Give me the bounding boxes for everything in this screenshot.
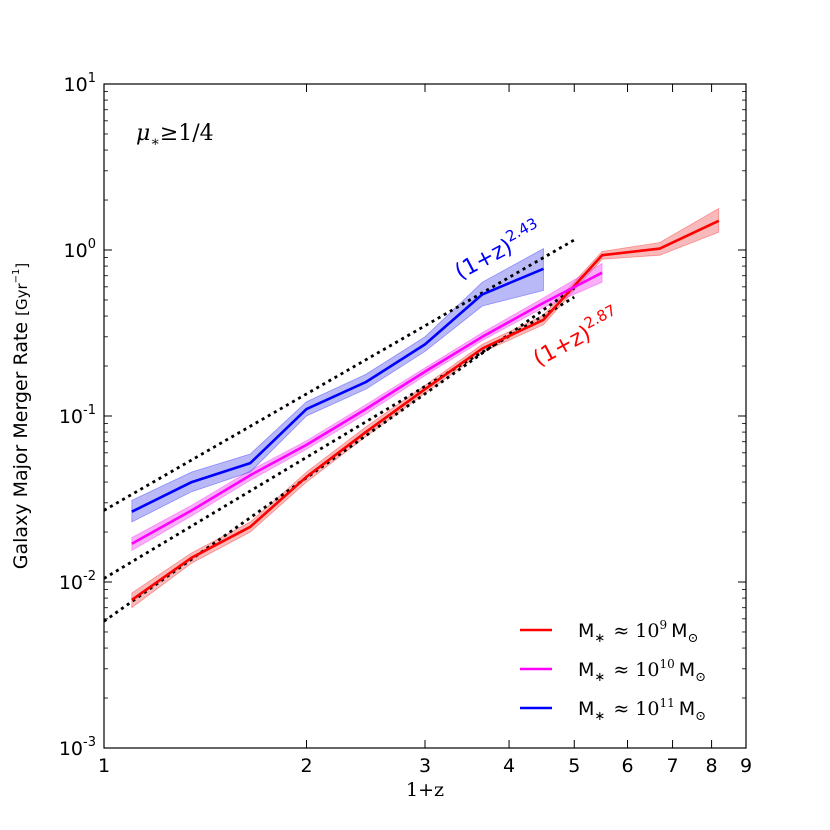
legend-label-sun: ⊙: [688, 631, 699, 646]
legend-label-sub: ∗: [594, 709, 605, 724]
series-2-line: [131, 271, 603, 545]
legend-label: M∗ ≈ 1010 M⊙: [578, 657, 706, 685]
fit-lines: [103, 238, 576, 623]
fit-2: [103, 295, 575, 580]
legend-label-sub: ∗: [594, 631, 605, 646]
y-tick-label: 10-1: [59, 403, 96, 428]
legend-label: M∗ ≈ 109 M⊙: [578, 618, 698, 646]
x-tick-label: 6: [621, 755, 633, 777]
fit-3: [103, 286, 576, 623]
x-tick-label: 7: [667, 755, 679, 777]
legend-label-msun: M: [671, 620, 687, 642]
legend-label-approx: ≈ 10: [613, 698, 659, 720]
legend-label-m: M: [578, 659, 594, 681]
x-axis-label: 1+z: [406, 779, 444, 801]
legend-label-msun: M: [679, 698, 695, 720]
y-tick-label-base: 10: [64, 240, 88, 262]
legend-label: M∗ ≈ 1011 M⊙: [578, 696, 706, 724]
legend-label-sub: ∗: [594, 670, 605, 685]
legend-label-exp: 11: [659, 696, 674, 710]
panel-label: μ∗≥1/4: [136, 121, 214, 150]
x-tick-label: 4: [503, 755, 515, 777]
legend-label-sun: ⊙: [695, 709, 706, 724]
panel-label-sub: ∗: [150, 134, 160, 150]
y-tick-label: 10-2: [59, 569, 96, 594]
y-tick-label-exp: -3: [83, 735, 96, 750]
panel-label-rest: ≥1/4: [160, 121, 214, 146]
y-axis-unit-exp: −1: [11, 269, 22, 284]
legend-entry-2: M∗ ≈ 1010 M⊙: [520, 657, 706, 685]
legend-label-sun: ⊙: [695, 670, 706, 685]
panel-label-mu: μ: [136, 121, 150, 146]
y-tick-label: 101: [64, 71, 96, 96]
y-axis-label: Galaxy Major Merger Rate [Gyr−1]: [10, 263, 32, 569]
legend: M∗ ≈ 109 M⊙M∗ ≈ 1010 M⊙M∗ ≈ 1011 M⊙: [520, 618, 706, 724]
legend-label-exp: 10: [659, 657, 674, 671]
plot-frame: [103, 83, 747, 749]
x-tick-label: 2: [300, 755, 312, 777]
y-tick-label-base: 10: [59, 738, 83, 760]
y-tick-label-base: 10: [59, 406, 83, 428]
legend-entry-1: M∗ ≈ 109 M⊙: [520, 618, 698, 646]
y-axis-label-text: Galaxy Major Merger Rate: [10, 322, 32, 569]
y-tick-label-exp: 0: [88, 237, 96, 252]
legend-label-m: M: [578, 698, 594, 720]
x-tick-label: 8: [706, 755, 718, 777]
x-tick-label: 3: [419, 755, 431, 777]
legend-label-approx: ≈ 10: [613, 620, 659, 642]
y-tick-label-exp: -1: [83, 403, 96, 418]
legend-label-msun: M: [679, 659, 695, 681]
y-tick-label-exp: 1: [88, 71, 96, 86]
y-tick-label: 100: [64, 237, 96, 262]
y-tick-label-exp: -2: [83, 569, 96, 584]
series-1-line: [131, 219, 720, 601]
x-tick-label: 5: [568, 755, 580, 777]
y-tick-label: 10-3: [59, 735, 96, 760]
legend-label-exp: 9: [659, 618, 667, 632]
y-axis-unit-close: ]: [13, 263, 31, 269]
legend-label-approx: ≈ 10: [613, 659, 659, 681]
x-tick-label: 9: [740, 755, 752, 777]
series-3-line: [131, 267, 545, 513]
x-tick-label: 1: [98, 755, 110, 777]
y-tick-label-base: 10: [59, 572, 83, 594]
legend-label-m: M: [578, 620, 594, 642]
series-lines: [131, 219, 720, 601]
y-axis-unit: [Gyr: [13, 283, 31, 316]
series-3-band: [131, 247, 544, 523]
y-tick-label-base: 10: [64, 74, 88, 96]
legend-entry-3: M∗ ≈ 1011 M⊙: [520, 696, 706, 724]
